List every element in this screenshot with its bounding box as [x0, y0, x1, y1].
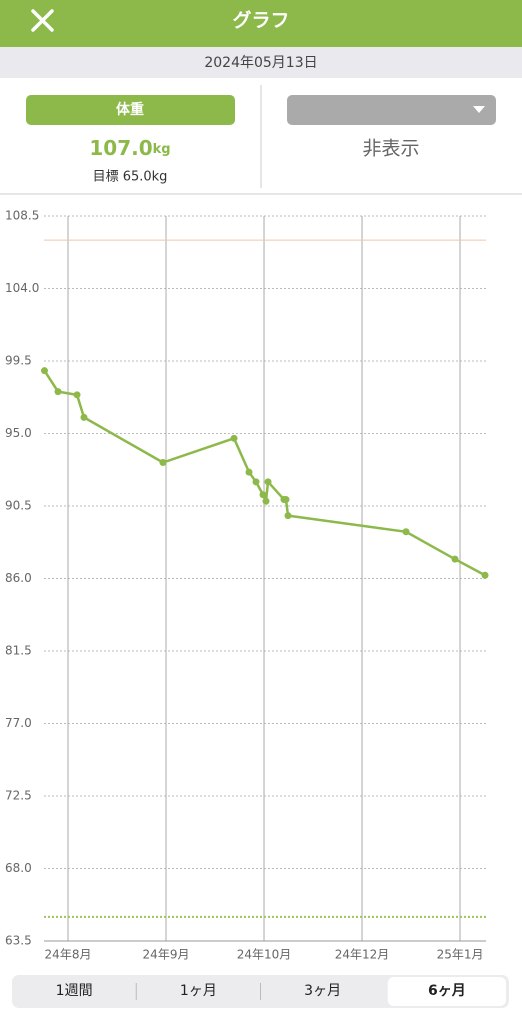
weight-unit: kg	[153, 142, 171, 157]
x-tick-label: 24年9月	[143, 948, 190, 962]
data-point	[40, 367, 48, 375]
close-button[interactable]	[31, 9, 54, 32]
data-point	[252, 478, 260, 486]
y-tick-label: 68.0	[5, 861, 32, 875]
data-point	[284, 512, 292, 520]
data-point	[451, 555, 459, 563]
segment-button[interactable]: 3ヶ月	[304, 983, 341, 999]
y-tick-label: 99.5	[5, 354, 32, 368]
data-point	[402, 528, 410, 536]
y-tick-label: 86.0	[5, 571, 32, 585]
weight-button[interactable]	[26, 95, 235, 125]
data-point	[282, 496, 290, 504]
hidden-label: 非表示	[362, 138, 419, 160]
segment-button[interactable]: 1週間	[56, 983, 93, 999]
current-weight: 107.0kg	[89, 136, 170, 160]
y-tick-label: 81.5	[5, 644, 32, 658]
y-tick-label: 72.5	[5, 789, 32, 803]
segment-selected	[387, 977, 506, 1006]
segment-button[interactable]: 1ヶ月	[180, 983, 217, 999]
data-point	[262, 497, 270, 505]
data-line	[43, 369, 486, 577]
date-bar	[0, 47, 522, 78]
data-point	[264, 478, 272, 486]
data-point	[54, 388, 62, 396]
x-tick-label: 25年1月	[437, 948, 484, 962]
y-tick-label: 108.5	[5, 209, 39, 223]
dropdown[interactable]	[287, 95, 496, 125]
weight-value: 107.0	[89, 136, 152, 160]
x-tick-label: 24年10月	[237, 948, 292, 962]
y-tick-label: 63.5	[5, 934, 32, 948]
segments: 1週間 1ヶ月 3ヶ月 6ヶ月	[56, 977, 506, 1006]
data-point	[245, 468, 253, 476]
y-tick-label: 95.0	[5, 426, 32, 440]
header-bar	[0, 0, 522, 47]
data-point	[481, 571, 489, 579]
y-tick-label: 77.0	[5, 716, 32, 730]
target-weight: 目標 65.0kg	[93, 170, 168, 185]
y-tick-label: 104.0	[5, 281, 39, 295]
x-tick-label: 24年8月	[45, 948, 92, 962]
data-point	[259, 491, 267, 499]
data-point	[80, 413, 88, 421]
data-point	[159, 459, 167, 466]
weight-button-label: 体重	[116, 101, 144, 118]
data-point	[73, 391, 81, 399]
y-tick-label: 90.5	[5, 499, 32, 513]
dropdown-arrow	[473, 106, 485, 113]
chart: 63.5 68.0 72.5 77.0 81.5 86.0 90.5 95.0 99.5 104.…	[5, 209, 489, 962]
segment-button[interactable]: 6ヶ月	[428, 983, 466, 999]
header-title: グラフ	[232, 9, 289, 32]
data-point	[230, 434, 238, 442]
x-tick-label: 24年12月	[335, 948, 390, 962]
date: 2024年05月13日	[204, 55, 317, 71]
